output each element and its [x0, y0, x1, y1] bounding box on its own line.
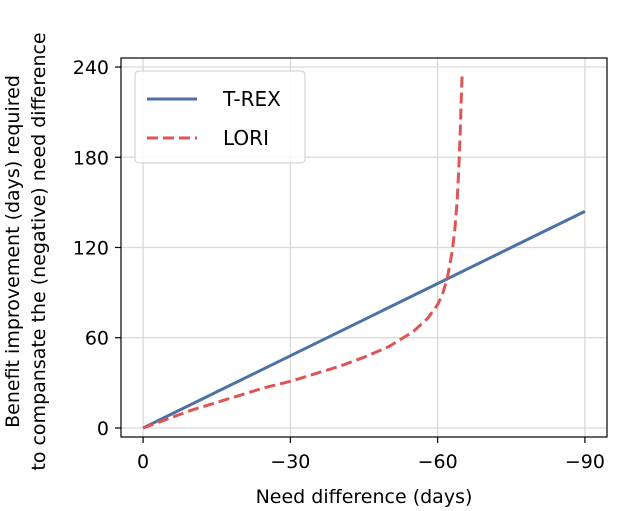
y-tick-label: 0 [97, 418, 109, 440]
axis-ticks: 0 −30 −60 −90 0 60 120 180 240 [73, 57, 605, 473]
x-tick-label: −60 [418, 451, 458, 473]
x-axis-label: Need difference (days) [256, 486, 473, 508]
legend: T-REX LORI [134, 70, 306, 164]
x-tick-label: −90 [565, 451, 605, 473]
y-axis-label-line-2: to compansate the (negative) need differ… [28, 32, 50, 470]
y-axis-label-line-1: Benefit improvement (days) required [2, 75, 24, 428]
legend-box [134, 70, 306, 164]
y-tick-label: 180 [73, 147, 109, 169]
series-line-lori [142, 72, 464, 430]
x-tick-label: 0 [137, 451, 149, 473]
y-tick-label: 60 [85, 328, 109, 350]
series-line-t-rex [142, 210, 586, 430]
y-tick-label: 240 [73, 57, 109, 79]
y-tick-label: 120 [73, 238, 109, 260]
legend-label-lori: LORI [223, 126, 269, 150]
legend-label-t-rex: T-REX [222, 87, 281, 111]
series-lines [142, 72, 586, 430]
y-axis-label: Benefit improvement (days) required to c… [2, 32, 50, 470]
x-tick-label: −30 [270, 451, 310, 473]
